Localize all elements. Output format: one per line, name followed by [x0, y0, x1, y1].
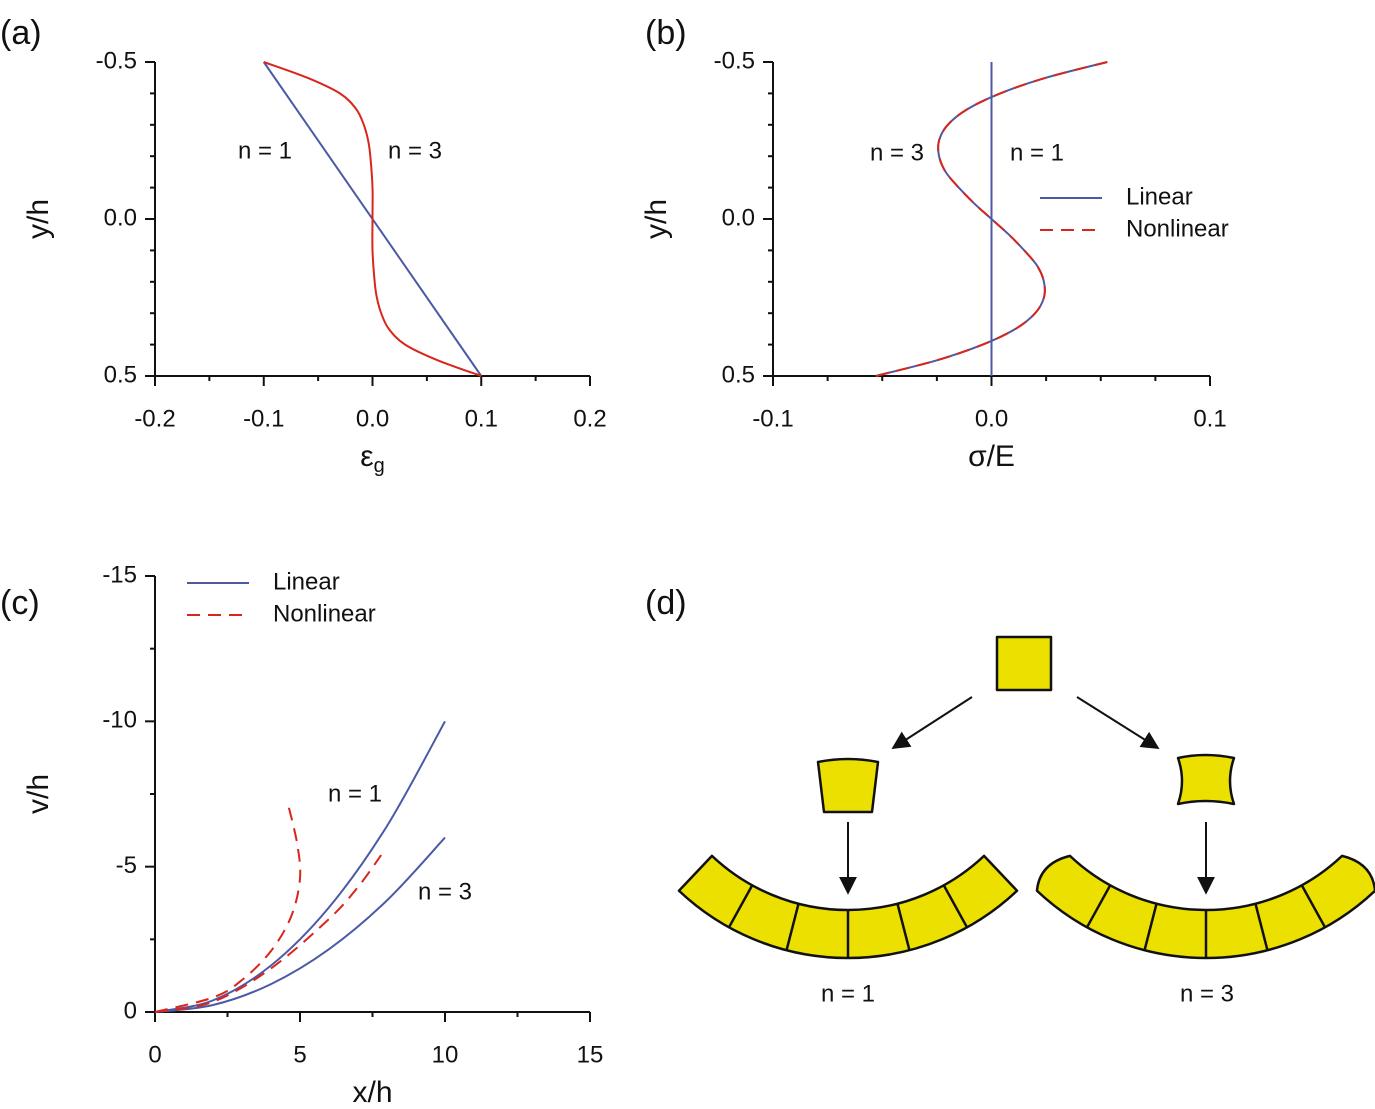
legend-label: Linear: [1126, 183, 1193, 210]
legend-label: Nonlinear: [1126, 215, 1229, 242]
y-axis-label: y/h: [640, 199, 673, 239]
barrel-block: [1176, 753, 1236, 806]
legend-label: Nonlinear: [273, 600, 376, 627]
panel-label: (d): [645, 584, 687, 622]
panel-label: (a): [0, 14, 42, 52]
y-tick-label: 0.5: [104, 361, 137, 388]
y-axis-label: y/h: [22, 199, 55, 239]
diagram: (d) n = 1 n = 3: [645, 584, 1375, 1007]
y-tick-label: 0.5: [722, 361, 755, 388]
data-line: [154, 854, 383, 1013]
x-tick-label: 10: [432, 1041, 459, 1068]
data-line: [154, 720, 446, 1013]
x-tick-label: 0.1: [465, 405, 498, 432]
data-line: [875, 61, 1108, 377]
x-tick-label: 0: [148, 1041, 161, 1068]
x-tick-label: 15: [577, 1041, 604, 1068]
y-tick-label: 0: [124, 997, 137, 1024]
x-axis-label: σ/E: [968, 440, 1015, 473]
y-tick-label: -0.5: [714, 47, 755, 74]
x-axis-label-sub: g: [374, 455, 385, 477]
y-tick-label: -0.5: [96, 47, 137, 74]
annotation: n = 3: [418, 878, 472, 905]
bent-beam-linear: [677, 854, 1019, 960]
panel-label: (b): [645, 14, 687, 52]
segment-divider: [1085, 884, 1112, 928]
segment-divider: [1143, 903, 1158, 951]
x-tick-label: 0.2: [573, 405, 606, 432]
x-tick-label: -0.1: [243, 405, 284, 432]
x-axis-label-text: σ/E: [968, 440, 1015, 473]
segment-divider: [727, 884, 754, 928]
x-tick-label: 0.0: [356, 405, 389, 432]
x-axis-label-text: x/h: [352, 1076, 392, 1109]
panel-label: (c): [0, 584, 40, 622]
arrow: [1076, 696, 1160, 749]
segment-divider: [1300, 884, 1327, 928]
y-tick-label: 0.0: [722, 204, 755, 231]
segment-divider: [896, 903, 911, 951]
x-tick-label: 0.0: [975, 405, 1008, 432]
square-block: [995, 635, 1053, 692]
caption: n = 3: [1180, 980, 1234, 1007]
x-axis-label-text: ε: [360, 440, 373, 473]
legend-label: Linear: [273, 568, 340, 595]
annotation: n = 1: [1010, 139, 1064, 166]
x-axis-label: εg: [360, 440, 385, 477]
segment-divider: [785, 903, 800, 951]
x-tick-label: -0.1: [752, 405, 793, 432]
y-axis-label: v/h: [22, 774, 55, 814]
y-tick-label: -5: [116, 852, 137, 879]
data-line: [263, 61, 482, 377]
x-axis-label: x/h: [352, 1076, 392, 1109]
y-tick-label: -10: [102, 707, 137, 734]
beam-outline: [1035, 854, 1375, 960]
x-tick-label: 5: [293, 1041, 306, 1068]
data-line: [154, 805, 302, 1013]
annotation: n = 3: [870, 139, 924, 166]
trapezoid-block: [816, 757, 880, 814]
x-tick-label: 0.1: [1193, 405, 1226, 432]
segment-divider: [1254, 903, 1269, 951]
annotation: n = 1: [238, 137, 292, 164]
annotation: n = 1: [328, 780, 382, 807]
data-line: [154, 836, 446, 1013]
arrow: [891, 696, 973, 749]
y-tick-label: 0.0: [104, 204, 137, 231]
bent-beam-nonlinear: [1035, 854, 1375, 960]
beam-outline: [677, 854, 1019, 960]
x-tick-label: -0.2: [134, 405, 175, 432]
y-tick-label: -15: [102, 561, 137, 588]
caption: n = 1: [821, 980, 875, 1007]
annotation: n = 3: [388, 137, 442, 164]
segment-divider: [942, 884, 969, 928]
